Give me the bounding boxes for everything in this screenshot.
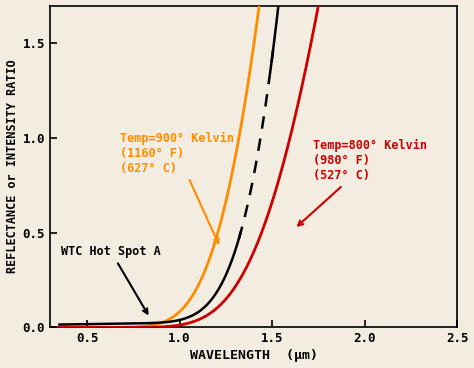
X-axis label: WAVELENGTH  (μm): WAVELENGTH (μm): [190, 350, 318, 362]
Y-axis label: REFLECTANCE or INTENSITY RATIO: REFLECTANCE or INTENSITY RATIO: [6, 60, 18, 273]
Text: Temp=900° Kelvin
(1160° F)
(627° C): Temp=900° Kelvin (1160° F) (627° C): [120, 132, 235, 243]
Text: WTC Hot Spot A: WTC Hot Spot A: [61, 245, 161, 314]
Text: Temp=800° Kelvin
(980° F)
(527° C): Temp=800° Kelvin (980° F) (527° C): [298, 139, 427, 226]
